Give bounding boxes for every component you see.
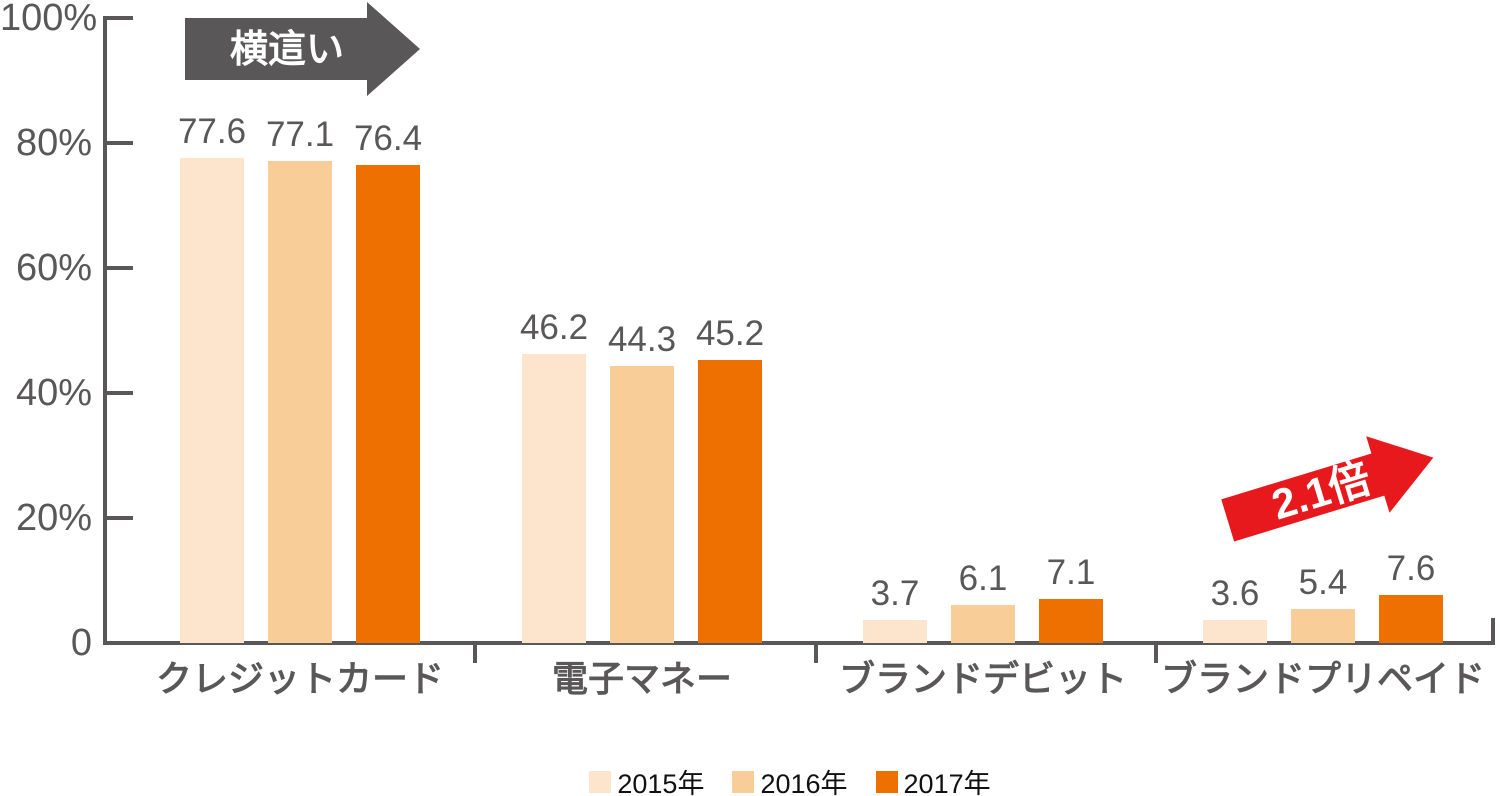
- bar-value-label: 77.1: [265, 115, 335, 154]
- bar-value-label: 46.2: [519, 308, 589, 347]
- legend-label: 2016年: [760, 769, 848, 796]
- y-axis-label: 20%: [15, 497, 92, 539]
- category-label: ブランドデビット: [838, 658, 1127, 699]
- legend: 2015年 2016年 2017年: [80, 762, 1500, 796]
- bar-series2-cat0: [356, 165, 420, 643]
- flat-trend-arrow-label: 横這い: [230, 29, 344, 71]
- arrow-up-right-icon: [1221, 436, 1434, 542]
- y-axis-label: 80%: [15, 122, 92, 164]
- y-axis-label: 100%: [0, 0, 98, 39]
- category-tick: [473, 645, 477, 663]
- bar-series0-cat3: [1203, 620, 1267, 643]
- legend-swatch-icon: [732, 770, 755, 793]
- bar-series0-cat0: [180, 158, 244, 643]
- bar-series1-cat1: [610, 366, 674, 643]
- legend-item: 2015年: [589, 762, 704, 796]
- bar-series0-cat1: [522, 354, 586, 643]
- category-tick: [814, 645, 818, 663]
- y-axis-label: 0: [70, 622, 92, 664]
- y-axis-label: 40%: [15, 372, 92, 414]
- bar-value-label: 77.6: [177, 112, 247, 151]
- bar-series1-cat2: [951, 605, 1015, 643]
- category-label: クレジットカード: [155, 658, 444, 699]
- bar-series1-cat0: [268, 161, 332, 643]
- bar-series2-cat1: [698, 360, 762, 643]
- bar-value-label: 7.6: [1386, 549, 1436, 588]
- bar-value-label: 7.1: [1046, 553, 1096, 592]
- bar-series1-cat3: [1291, 609, 1355, 643]
- bar-value-label: 3.6: [1210, 574, 1260, 613]
- bar-series2-cat3: [1379, 595, 1443, 643]
- bar-value-label: 6.1: [958, 559, 1008, 598]
- category-label: 電子マネー: [551, 658, 732, 699]
- bar-series2-cat2: [1039, 599, 1103, 643]
- arrow-right-icon: [185, 2, 420, 96]
- y-axis-line: [103, 16, 107, 645]
- y-axis-label: 60%: [15, 247, 92, 289]
- bar-value-label: 3.7: [870, 574, 920, 613]
- legend-swatch-icon: [875, 770, 898, 793]
- bar-value-label: 45.2: [695, 314, 765, 353]
- growth-arrow: 2.1倍: [1221, 436, 1434, 542]
- growth-arrow-label: 2.1倍: [1266, 454, 1376, 528]
- y-axis-tick: [107, 391, 133, 395]
- legend-item: 2017年: [875, 762, 991, 796]
- legend-label: 2015年: [617, 769, 705, 796]
- x-axis-end-tick: [1491, 618, 1495, 641]
- y-axis-tick: [107, 266, 133, 270]
- legend-item: 2016年: [732, 762, 848, 796]
- y-axis-tick: [107, 141, 133, 145]
- x-axis-line: [103, 641, 1495, 645]
- legend-swatch-icon: [589, 770, 612, 793]
- bar-series0-cat2: [863, 620, 927, 643]
- bar-value-label: 44.3: [607, 320, 677, 359]
- bar-value-label: 76.4: [353, 119, 423, 158]
- legend-label: 2017年: [903, 769, 991, 796]
- y-axis-tick: [107, 516, 133, 520]
- category-tick: [1154, 645, 1158, 663]
- category-label: ブランドプリペイド: [1160, 658, 1485, 699]
- flat-trend-arrow: 横這い: [185, 2, 420, 96]
- bar-value-label: 5.4: [1298, 563, 1348, 602]
- y-axis-tick: [107, 16, 133, 20]
